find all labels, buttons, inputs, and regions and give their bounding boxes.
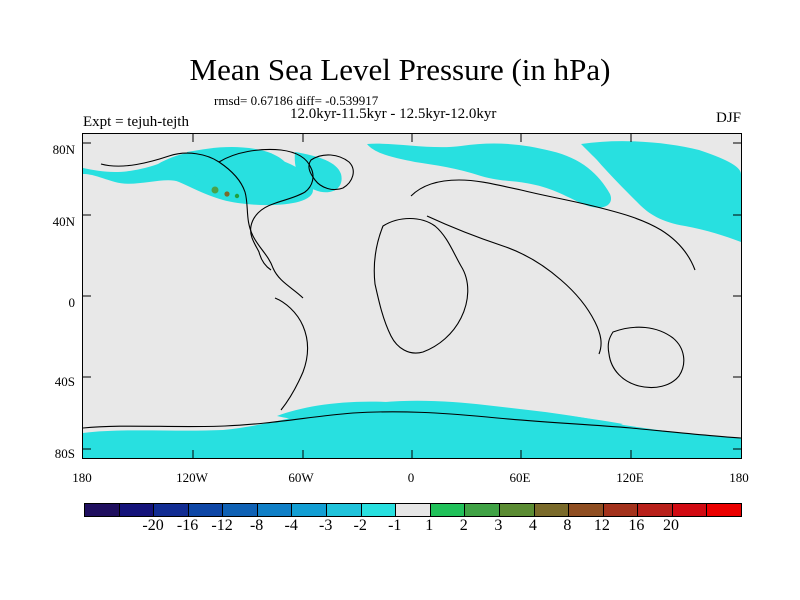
lon-label-120w: 120W bbox=[176, 470, 208, 485]
colorbar bbox=[84, 503, 742, 517]
colorbar-box-7 bbox=[327, 504, 362, 516]
period-subtitle: 12.0kyr-11.5kyr - 12.5kyr-12.0kyr bbox=[290, 106, 496, 123]
season-label: DJF bbox=[716, 110, 741, 127]
lat-label-80n: 80N bbox=[53, 142, 75, 157]
colorbar-label-6: -2 bbox=[354, 516, 367, 536]
lon-label-180-right: 180 bbox=[729, 470, 749, 485]
green-anomaly-point-2 bbox=[235, 194, 239, 198]
colorbar-box-18 bbox=[707, 504, 741, 516]
colorbar-box-14 bbox=[569, 504, 604, 516]
lon-label-120e: 120E bbox=[616, 470, 643, 485]
colorbar-label-15: 20 bbox=[663, 516, 679, 536]
colorbar-box-13 bbox=[535, 504, 570, 516]
colorbar-box-3 bbox=[189, 504, 224, 516]
colorbar-label-9: 2 bbox=[460, 516, 468, 536]
colorbar-box-11 bbox=[465, 504, 500, 516]
map-frame bbox=[82, 133, 742, 459]
colorbar-box-2 bbox=[154, 504, 189, 516]
colorbar-box-5 bbox=[258, 504, 293, 516]
lat-label-40n: 40N bbox=[53, 214, 75, 229]
colorbar-label-0: -20 bbox=[142, 516, 163, 536]
map-svg bbox=[83, 134, 741, 458]
colorbar-label-7: -1 bbox=[388, 516, 401, 536]
colorbar-box-16 bbox=[638, 504, 673, 516]
colorbar-label-2: -12 bbox=[211, 516, 232, 536]
colorbar-label-1: -16 bbox=[177, 516, 198, 536]
experiment-label: Expt = tejuh-tejth bbox=[83, 114, 189, 131]
colorbar-box-9 bbox=[396, 504, 431, 516]
colorbar-labels: -20 -16 -12 -8 -4 -3 -2 -1 1 2 3 4 8 12 16 20 bbox=[84, 516, 740, 538]
colorbar-label-12: 8 bbox=[563, 516, 571, 536]
colorbar-box-12 bbox=[500, 504, 535, 516]
colorbar-box-1 bbox=[120, 504, 155, 516]
colorbar-label-14: 16 bbox=[628, 516, 644, 536]
green-anomaly-point-1 bbox=[212, 187, 219, 194]
colorbar-label-5: -3 bbox=[319, 516, 332, 536]
colorbar-box-4 bbox=[223, 504, 258, 516]
lon-label-60e: 60E bbox=[510, 470, 531, 485]
brown-anomaly-point bbox=[224, 191, 229, 196]
lon-label-180-left: 180 bbox=[72, 470, 92, 485]
colorbar-label-3: -8 bbox=[250, 516, 263, 536]
lat-label-80s: 80S bbox=[55, 446, 75, 461]
colorbar-box-10 bbox=[431, 504, 466, 516]
lat-label-40s: 40S bbox=[55, 374, 75, 389]
lon-label-60w: 60W bbox=[288, 470, 313, 485]
lat-label-0: 0 bbox=[69, 295, 76, 310]
colorbar-label-11: 4 bbox=[529, 516, 537, 536]
colorbar-label-10: 3 bbox=[494, 516, 502, 536]
colorbar-box-0 bbox=[85, 504, 120, 516]
colorbar-box-15 bbox=[604, 504, 639, 516]
chart-title: Mean Sea Level Pressure (in hPa) bbox=[0, 52, 800, 88]
colorbar-label-13: 12 bbox=[594, 516, 610, 536]
colorbar-box-6 bbox=[292, 504, 327, 516]
colorbar-box-17 bbox=[673, 504, 708, 516]
colorbar-label-4: -4 bbox=[284, 516, 297, 536]
lon-label-0: 0 bbox=[408, 470, 415, 485]
colorbar-label-8: 1 bbox=[425, 516, 433, 536]
colorbar-box-8 bbox=[362, 504, 397, 516]
